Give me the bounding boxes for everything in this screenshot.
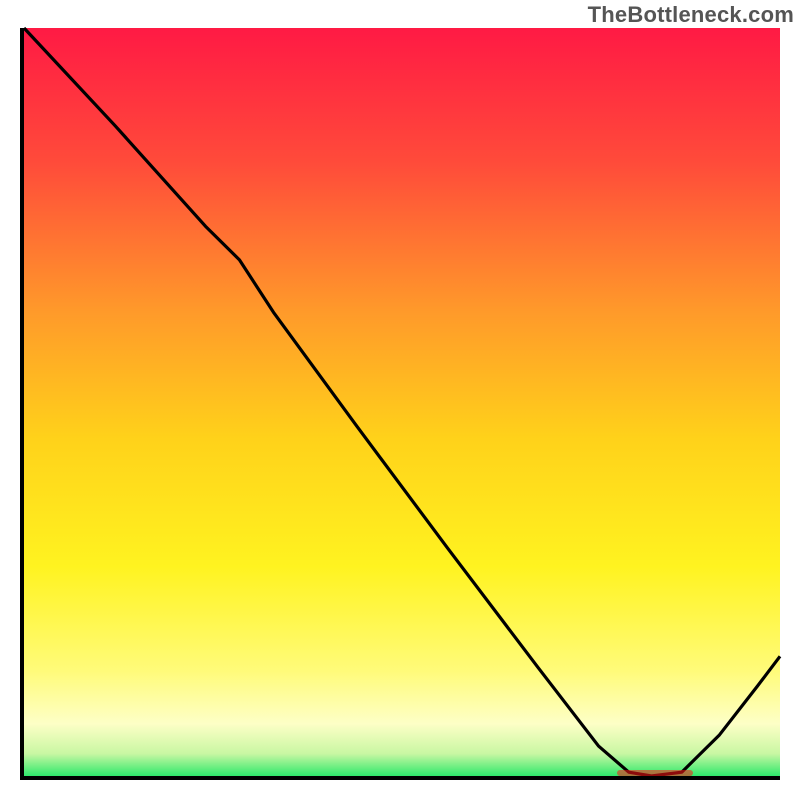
- chart-figure: TheBottleneck.com: [0, 0, 800, 800]
- bottleneck-curve-path: [24, 28, 780, 776]
- plot-area: [20, 28, 780, 780]
- bottleneck-curve: [24, 28, 780, 776]
- watermark-label: TheBottleneck.com: [588, 2, 794, 28]
- sweet-spot-marker: [617, 770, 693, 776]
